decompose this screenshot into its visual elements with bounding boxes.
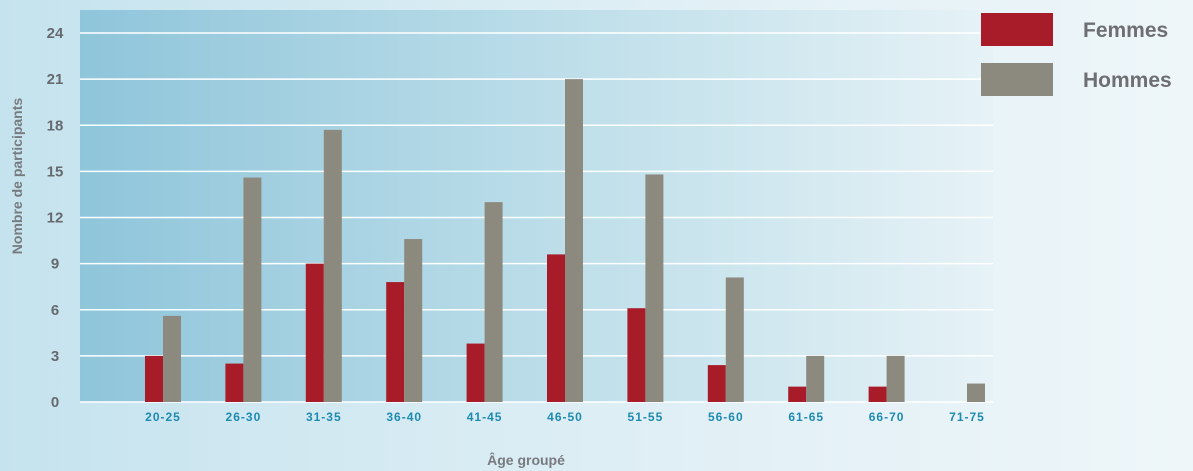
bar-femmes-36-40	[386, 282, 405, 402]
bar-hommes-51-55	[645, 174, 664, 402]
bar-femmes-26-30	[225, 363, 244, 402]
bar-hommes-36-40	[404, 239, 423, 402]
bar-hommes-46-50	[565, 79, 583, 402]
x-tick-label: 36-40	[386, 410, 422, 424]
bar-femmes-56-60	[707, 365, 726, 402]
bar-femmes-41-45	[466, 343, 485, 402]
legend-label-femmes: Femmes	[1083, 19, 1168, 42]
y-tick-label: 9	[51, 256, 59, 273]
legend-swatch-hommes	[981, 63, 1053, 96]
bar-hommes-31-35	[323, 129, 342, 403]
y-tick-label: 24	[47, 25, 64, 42]
x-axis-title: Âge groupé	[487, 451, 565, 468]
x-tick-label: 56-60	[708, 410, 744, 424]
bars	[145, 79, 985, 403]
x-tick-label: 51-55	[628, 410, 664, 424]
legend-label-hommes: Hommes	[1083, 69, 1172, 92]
x-tick-label: 26-30	[226, 410, 262, 424]
bar-femmes-31-35	[305, 263, 324, 402]
y-tick-label: 12	[47, 210, 64, 227]
x-tick-label: 41-45	[467, 410, 503, 424]
bar-hommes-66-70	[886, 355, 905, 402]
bar-femmes-66-70	[868, 386, 887, 402]
y-tick-label: 0	[51, 394, 59, 411]
bar-femmes-46-50	[547, 254, 565, 402]
bar-hommes-61-65	[806, 355, 825, 402]
bar-hommes-41-45	[484, 202, 503, 402]
y-tick-label: 18	[47, 117, 64, 134]
y-tick-label: 3	[51, 348, 59, 365]
x-tick-label: 61-65	[788, 410, 824, 424]
x-axis-ticks: 20-25 26-30 31-35 36-40 41-45 46-50 51-55 56-60…	[145, 410, 985, 424]
legend-swatch-femmes	[981, 13, 1053, 46]
x-tick-label: 20-25	[145, 410, 181, 424]
legend: Femmes Hommes	[981, 13, 1172, 96]
x-tick-label: 66-70	[869, 410, 905, 424]
grid-lines	[80, 32, 993, 403]
plot-area	[80, 10, 993, 402]
y-axis-ticks: 0 3 6 9 12 15 18 21 24	[47, 25, 64, 411]
bar-femmes-61-65	[788, 386, 807, 402]
y-tick-label: 21	[47, 71, 64, 88]
x-tick-label: 31-35	[306, 410, 342, 424]
x-tick-label: 46-50	[547, 410, 583, 424]
bar-femmes-51-55	[627, 308, 646, 402]
bar-hommes-20-25	[163, 315, 181, 402]
y-tick-label: 15	[47, 163, 64, 180]
bar-hommes-26-30	[243, 177, 262, 402]
y-tick-label: 6	[51, 302, 59, 319]
x-tick-label: 71-75	[949, 410, 985, 424]
bar-femmes-20-25	[145, 355, 163, 402]
bar-hommes-71-75	[967, 383, 985, 402]
y-axis-title: Nombre de participants	[9, 98, 25, 255]
bar-hommes-56-60	[725, 277, 744, 402]
